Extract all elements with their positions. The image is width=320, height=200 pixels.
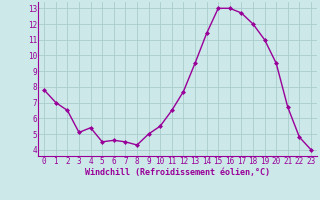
X-axis label: Windchill (Refroidissement éolien,°C): Windchill (Refroidissement éolien,°C) — [85, 168, 270, 177]
